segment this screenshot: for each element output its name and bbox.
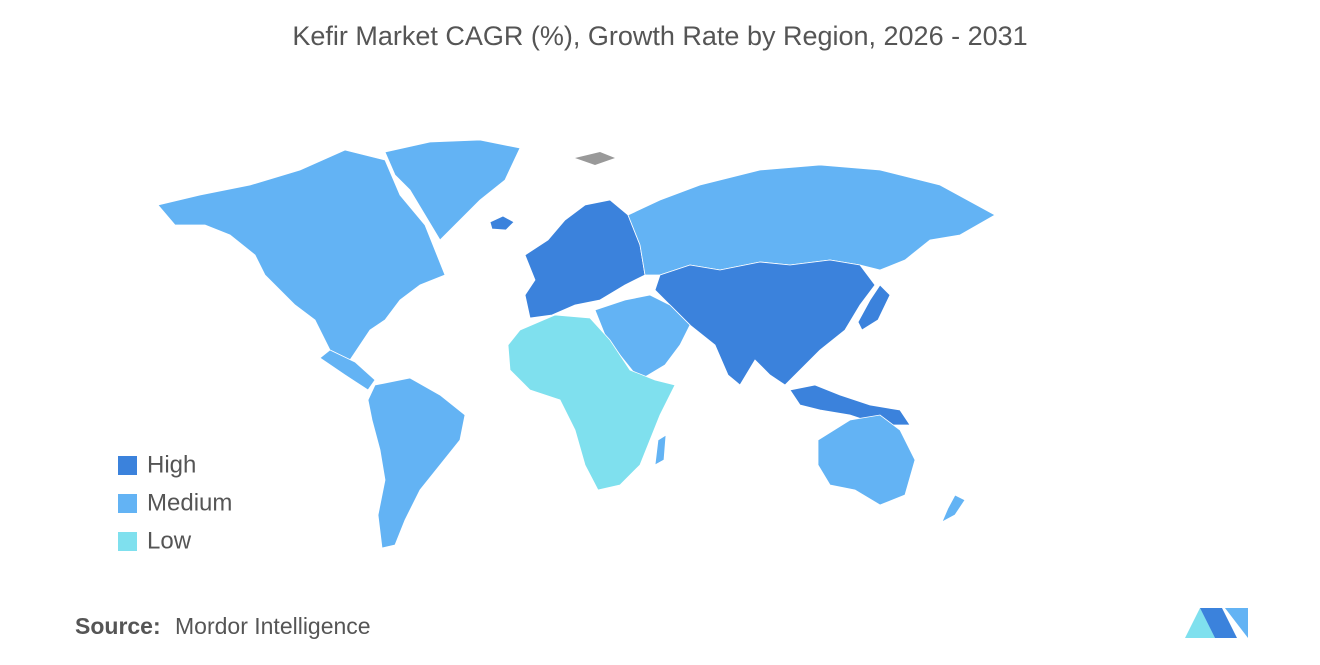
new-zealand bbox=[941, 494, 966, 523]
logo-shape bbox=[1200, 608, 1237, 638]
logo-shape bbox=[1225, 608, 1248, 638]
north-america bbox=[157, 149, 446, 361]
australia bbox=[817, 414, 916, 506]
no-data-region bbox=[575, 152, 615, 165]
africa bbox=[507, 314, 676, 491]
logo-shape bbox=[1185, 608, 1215, 638]
legend-label: High bbox=[147, 451, 196, 478]
central-america bbox=[319, 349, 376, 391]
legend-swatch bbox=[118, 494, 137, 513]
russia bbox=[627, 164, 996, 276]
legend: High Medium Low bbox=[118, 451, 232, 554]
legend-label: Medium bbox=[147, 489, 232, 516]
title: Kefir Market CAGR (%), Growth Rate by Re… bbox=[292, 21, 1027, 51]
asia bbox=[654, 259, 876, 386]
source-value: Mordor Intelligence bbox=[175, 613, 371, 639]
greenland bbox=[384, 139, 521, 241]
japan bbox=[857, 284, 891, 331]
madagascar bbox=[654, 434, 667, 466]
southeast-asia bbox=[789, 384, 911, 426]
legend-swatch bbox=[118, 532, 137, 551]
europe bbox=[524, 199, 646, 319]
world-map bbox=[157, 139, 996, 549]
iceland bbox=[489, 215, 515, 231]
legend-swatch bbox=[118, 456, 137, 475]
source-label: Source: bbox=[75, 613, 161, 639]
logo bbox=[1185, 608, 1248, 638]
south-america bbox=[367, 377, 466, 549]
legend-label: Low bbox=[147, 527, 192, 554]
